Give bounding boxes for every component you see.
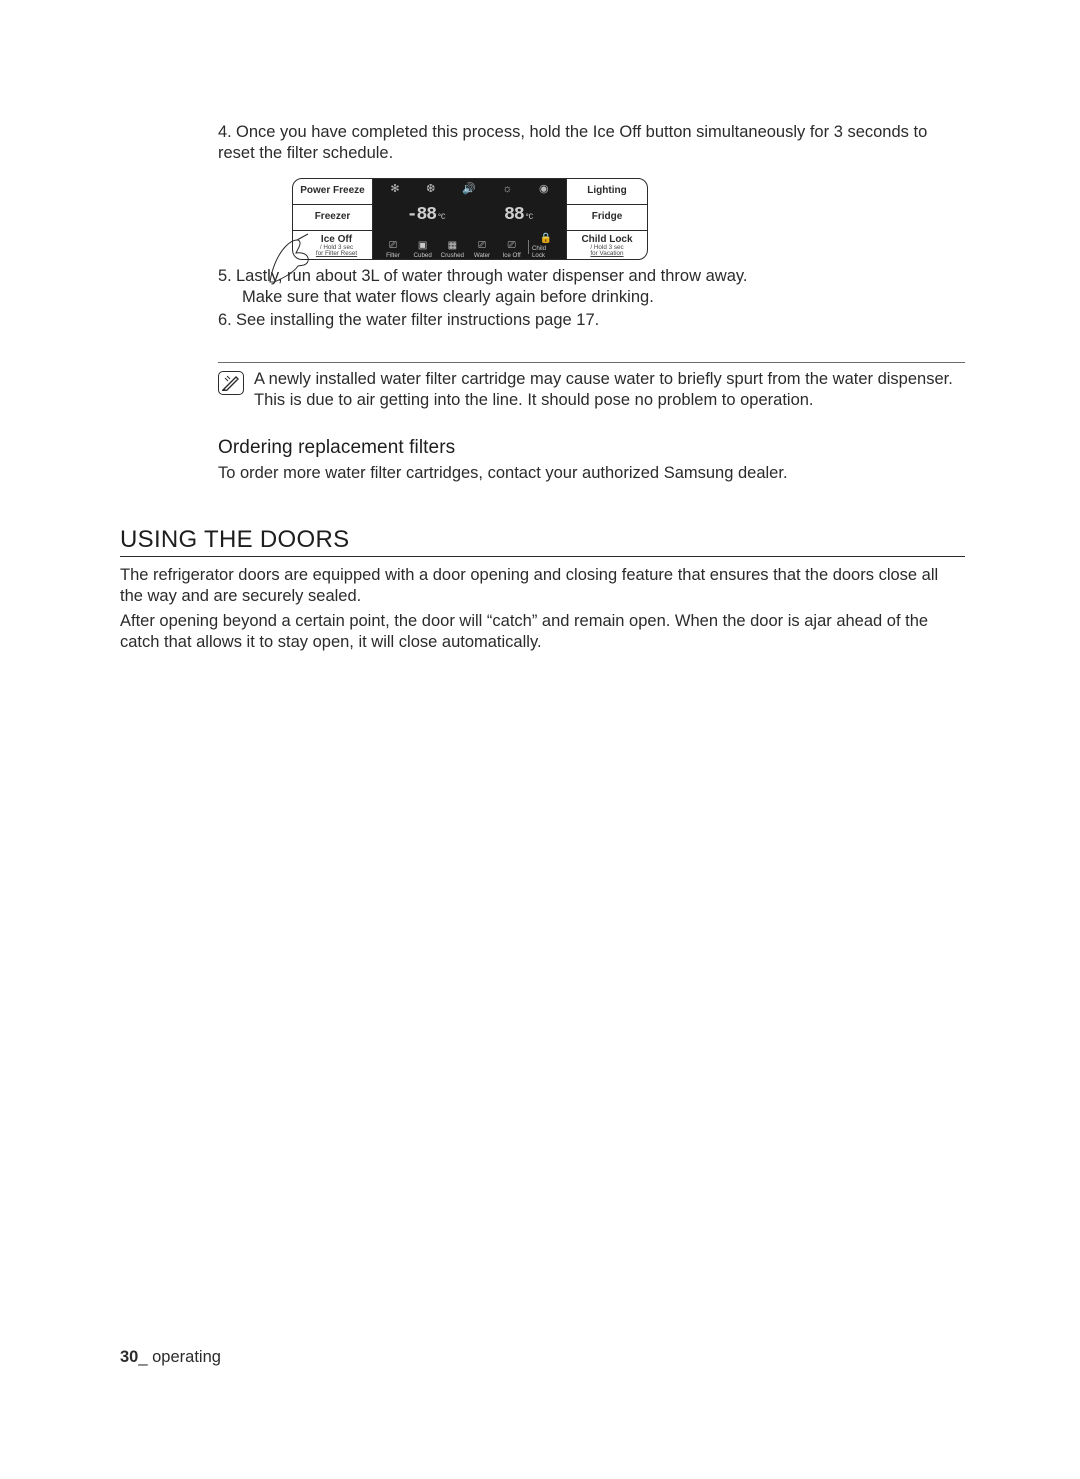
freezer-temp-unit: °C [437, 213, 445, 222]
cubed-icon: ▣ [418, 241, 427, 251]
fridge-temp-unit: °C [525, 213, 533, 222]
btn-ice-off-sub2: for Filter Reset [316, 251, 357, 257]
step-5: 5.Lastly, run about 3L of water through … [218, 266, 965, 308]
iceoff-indicator: ⎚Ice Off [498, 241, 526, 259]
filter-indicator: ⎚Filter [379, 241, 407, 259]
btn-freezer-label: Freezer [315, 212, 351, 223]
control-panel-figure: Power Freeze ✻ ❆ 🔊 ☼ ◉ -88°C 88°C ⎚Filte… [292, 178, 965, 260]
replacement-text: To order more water filter cartridges, c… [218, 463, 965, 484]
freezer-temp: -88 [407, 205, 436, 225]
step-6-number: 6. [218, 310, 236, 331]
btn-child-lock: Child Lock / Hold 3 sec for Vacation [567, 231, 647, 260]
step-5-sub: Make sure that water flows clearly again… [242, 287, 965, 308]
btn-lighting: Lighting [567, 179, 647, 205]
step-4-text: Once you have completed this process, ho… [218, 123, 927, 162]
step-4-number: 4. [218, 122, 236, 143]
panel-display: ✻ ❆ 🔊 ☼ ◉ -88°C 88°C ⎚Filter ▣Cubed ▦Cru… [373, 179, 567, 260]
btn-lighting-label: Lighting [587, 186, 626, 197]
footer-sep: _ [138, 1348, 152, 1366]
instruction-steps: 4.Once you have completed this process, … [218, 122, 965, 164]
water-indicator: ⎚Water [468, 241, 496, 259]
lock-icon: 🔒 [540, 234, 552, 244]
separator [528, 240, 529, 254]
note-section: A newly installed water filter cartridge… [218, 362, 965, 411]
drop-icon: ◉ [539, 182, 549, 195]
instruction-steps-cont: 5.Lastly, run about 3L of water through … [218, 266, 965, 331]
btn-freezer: Freezer [293, 205, 373, 231]
btn-child-lock-sub2: for Vacation [581, 251, 632, 257]
footer-section: operating [152, 1348, 221, 1366]
crushed-indicator: ▦Crushed [438, 241, 466, 259]
display-top-icons: ✻ ❆ 🔊 ☼ ◉ [377, 182, 562, 195]
btn-fridge: Fridge [567, 205, 647, 231]
doors-p2: After opening beyond a certain point, th… [120, 611, 965, 653]
note-text: A newly installed water filter cartridge… [254, 369, 965, 411]
btn-power-freeze: Power Freeze [293, 179, 373, 205]
cubed-indicator: ▣Cubed [409, 241, 437, 259]
ice-icon: ❆ [426, 182, 435, 195]
step-6: 6.See installing the water filter instru… [218, 310, 965, 331]
crushed-icon: ▦ [448, 241, 457, 251]
display-temperatures: -88°C 88°C [377, 205, 562, 225]
sound-icon: 🔊 [462, 182, 476, 195]
childlock-indicator: 🔒Child Lock [532, 234, 560, 259]
doors-heading-rule [120, 556, 965, 557]
step-6-text: See installing the water filter instruct… [236, 311, 599, 329]
step-5-number: 5. [218, 266, 236, 287]
sun-icon: ☼ [502, 183, 512, 195]
water-icon: ⎚ [478, 241, 486, 251]
iceoff-icon: ⎚ [508, 241, 516, 251]
snowflake-icon: ✻ [390, 182, 399, 195]
btn-ice-off: Ice Off / Hold 3 sec for Filter Reset [293, 231, 373, 260]
note-rule [218, 362, 965, 363]
doors-p1: The refrigerator doors are equipped with… [120, 565, 965, 607]
filter-icon: ⎚ [389, 241, 397, 251]
control-panel: Power Freeze ✻ ❆ 🔊 ☼ ◉ -88°C 88°C ⎚Filte… [292, 178, 648, 260]
replacement-section: Ordering replacement filters To order mo… [218, 437, 965, 484]
page-number: 30 [120, 1348, 138, 1366]
btn-power-freeze-label: Power Freeze [300, 186, 364, 197]
display-bottom-icons: ⎚Filter ▣Cubed ▦Crushed ⎚Water ⎚Ice Off … [377, 234, 562, 259]
page-footer: 30_ operating [120, 1348, 221, 1367]
doors-heading: USING THE DOORS [120, 526, 965, 554]
fridge-temp: 88 [504, 205, 524, 225]
btn-fridge-label: Fridge [592, 212, 623, 223]
note-icon [218, 371, 244, 395]
step-4: 4.Once you have completed this process, … [218, 122, 965, 164]
replacement-heading: Ordering replacement filters [218, 437, 965, 459]
